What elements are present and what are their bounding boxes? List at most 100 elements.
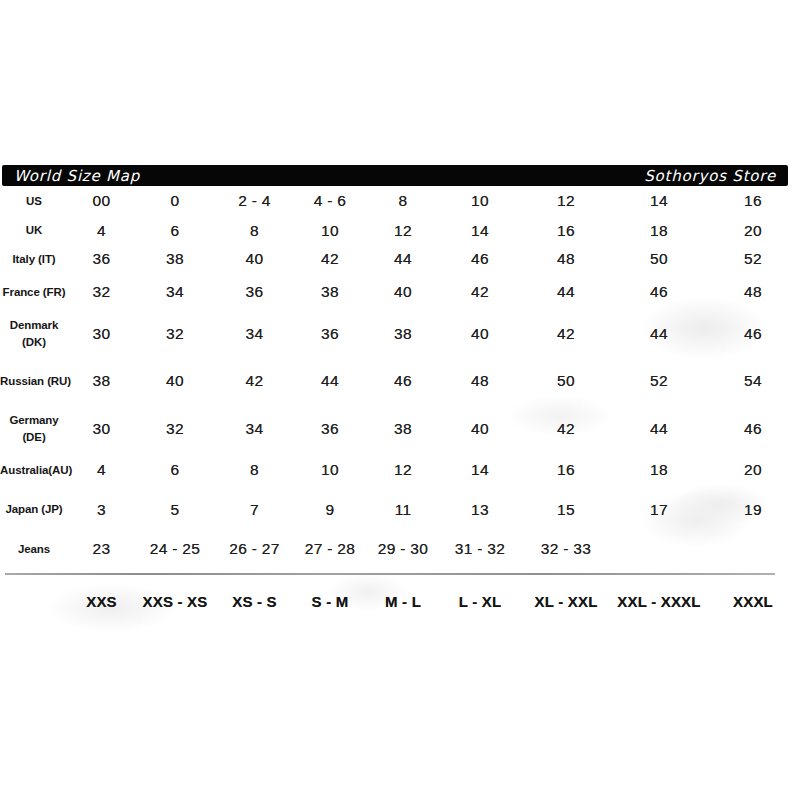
table-row: Denmark(DK)303234363840424446 xyxy=(0,311,800,356)
row-label-text: US xyxy=(26,195,42,207)
size-cell: 27 - 28 xyxy=(294,530,366,568)
size-cell: 12 xyxy=(520,186,612,216)
size-cell: 18 xyxy=(612,216,706,245)
size-cell: 34 xyxy=(215,311,294,356)
size-cell: 40 xyxy=(366,273,440,311)
size-cell: 52 xyxy=(612,356,706,406)
size-cell: 6 xyxy=(135,216,215,245)
size-cell: 14 xyxy=(612,186,706,216)
size-cell: 38 xyxy=(366,406,440,451)
size-cell: 42 xyxy=(215,356,294,406)
page-title: World Size Map xyxy=(14,167,140,185)
row-label-text: Japan (JP) xyxy=(5,503,62,515)
size-cell: 50 xyxy=(520,356,612,406)
row-label-text: Australia(AU) xyxy=(0,464,72,476)
row-label: UK xyxy=(0,216,68,245)
size-table-body: US0002 - 44 - 6810121416UK46810121416182… xyxy=(0,186,800,568)
size-cell: 48 xyxy=(440,356,520,406)
size-cell: 50 xyxy=(612,245,706,273)
row-label-text: (DK) xyxy=(22,336,46,348)
size-cell: 10 xyxy=(294,451,366,489)
footer-size-label: XL - XXL xyxy=(520,584,612,618)
size-cell: 23 xyxy=(68,530,135,568)
size-cell: 4 xyxy=(68,451,135,489)
table-row: UK468101214161820 xyxy=(0,216,800,245)
footer-size-label: L - XL xyxy=(440,584,520,618)
size-cell: 44 xyxy=(612,406,706,451)
size-cell: 38 xyxy=(294,273,366,311)
row-label: France (FR) xyxy=(0,273,68,311)
table-row: Russian (RU)384042444648505254 xyxy=(0,356,800,406)
size-cell: 20 xyxy=(706,451,800,489)
size-cell: 24 - 25 xyxy=(135,530,215,568)
size-cell: 16 xyxy=(706,186,800,216)
store-name: Sothoryos Store xyxy=(644,167,776,185)
size-cell: 0 xyxy=(135,186,215,216)
size-cell: 30 xyxy=(68,406,135,451)
table-row: France (FR)323436384042444648 xyxy=(0,273,800,311)
size-cell: 36 xyxy=(294,406,366,451)
row-label: Italy (IT) xyxy=(0,245,68,273)
size-footer-table: XXSXXS - XSXS - SS - MM - LL - XLXL - XX… xyxy=(0,584,800,618)
size-cell: 40 xyxy=(135,356,215,406)
footer-size-label: M - L xyxy=(366,584,440,618)
size-cell: 14 xyxy=(440,451,520,489)
size-cell: 36 xyxy=(215,273,294,311)
table-row: Australia(AU)468101214161820 xyxy=(0,451,800,489)
size-chart-page: World Size Map Sothoryos Store US0002 - … xyxy=(0,0,800,800)
size-cell xyxy=(612,530,706,568)
size-cell: 42 xyxy=(520,311,612,356)
size-cell: 52 xyxy=(706,245,800,273)
size-cell: 2 - 4 xyxy=(215,186,294,216)
row-label-text: Jeans xyxy=(18,543,50,555)
table-row: Jeans2324 - 2526 - 2727 - 2829 - 3031 - … xyxy=(0,530,800,568)
size-cell: 40 xyxy=(215,245,294,273)
size-cell: 13 xyxy=(440,489,520,530)
size-cell: 40 xyxy=(440,406,520,451)
footer-row: XXSXXS - XSXS - SS - MM - LL - XLXL - XX… xyxy=(0,584,800,618)
footer-size-label: XS - S xyxy=(215,584,294,618)
size-cell: 8 xyxy=(215,216,294,245)
row-label: Germany(DE) xyxy=(0,406,68,451)
size-table: US0002 - 44 - 6810121416UK46810121416182… xyxy=(0,186,800,568)
size-cell: 42 xyxy=(440,273,520,311)
size-cell: 26 - 27 xyxy=(215,530,294,568)
size-cell: 31 - 32 xyxy=(440,530,520,568)
size-cell: 36 xyxy=(294,311,366,356)
size-cell: 16 xyxy=(520,451,612,489)
size-cell: 8 xyxy=(215,451,294,489)
size-cell: 34 xyxy=(215,406,294,451)
size-cell: 30 xyxy=(68,311,135,356)
size-cell: 32 xyxy=(135,406,215,451)
row-label: Japan (JP) xyxy=(0,489,68,530)
size-cell: 46 xyxy=(612,273,706,311)
size-cell: 5 xyxy=(135,489,215,530)
size-cell: 46 xyxy=(706,311,800,356)
size-cell: 46 xyxy=(366,356,440,406)
row-label: US xyxy=(0,186,68,216)
size-cell: 6 xyxy=(135,451,215,489)
size-cell: 4 xyxy=(68,216,135,245)
size-cell: 18 xyxy=(612,451,706,489)
table-row: US0002 - 44 - 6810121416 xyxy=(0,186,800,216)
size-cell: 7 xyxy=(215,489,294,530)
size-cell: 32 xyxy=(68,273,135,311)
size-cell: 15 xyxy=(520,489,612,530)
size-cell: 34 xyxy=(135,273,215,311)
size-cell: 11 xyxy=(366,489,440,530)
row-label-text: Russian (RU) xyxy=(0,375,71,387)
row-label-text: Italy (IT) xyxy=(12,253,55,265)
size-cell: 19 xyxy=(706,489,800,530)
row-label-text: France (FR) xyxy=(3,286,66,298)
size-cell: 48 xyxy=(520,245,612,273)
size-cell: 32 xyxy=(135,311,215,356)
row-label: Australia(AU) xyxy=(0,451,68,489)
size-cell: 20 xyxy=(706,216,800,245)
size-cell: 3 xyxy=(68,489,135,530)
divider-line xyxy=(5,573,775,575)
size-cell: 40 xyxy=(440,311,520,356)
size-cell: 10 xyxy=(440,186,520,216)
size-cell: 14 xyxy=(440,216,520,245)
size-cell: 00 xyxy=(68,186,135,216)
row-label-text: UK xyxy=(26,224,42,236)
